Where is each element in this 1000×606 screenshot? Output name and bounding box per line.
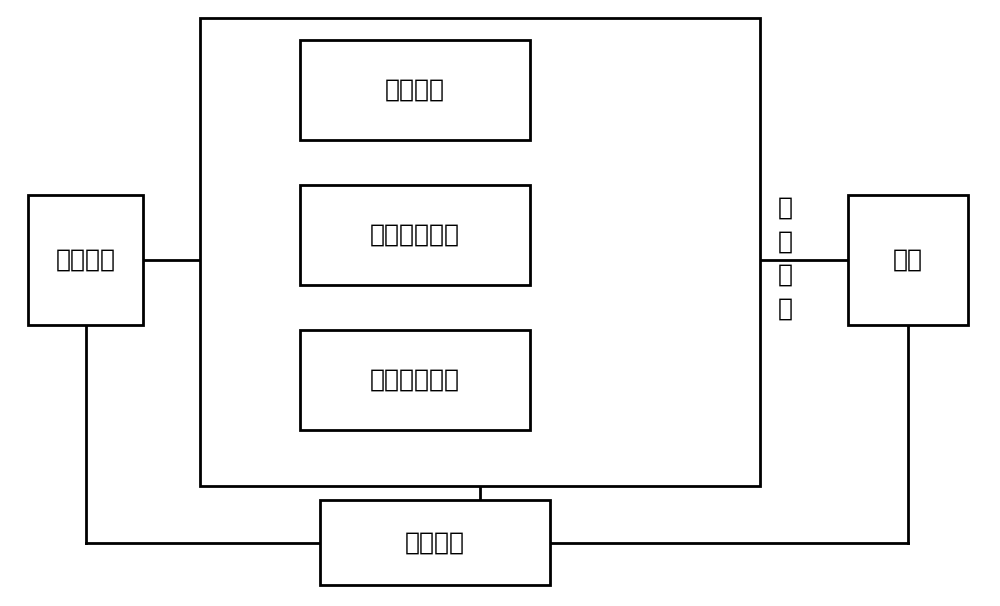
- Bar: [28, 195, 143, 325]
- Bar: [320, 500, 550, 585]
- Text: 电源模块: 电源模块: [405, 530, 465, 554]
- Text: 模式识别模块: 模式识别模块: [370, 223, 460, 247]
- Bar: [848, 195, 968, 325]
- Text: 定位模块: 定位模块: [385, 78, 445, 102]
- Text: 相机: 相机: [893, 248, 923, 272]
- Bar: [300, 330, 530, 430]
- Bar: [300, 40, 530, 140]
- Text: 中
控
模
块: 中 控 模 块: [778, 196, 792, 320]
- Text: 提醒模块: 提醒模块: [56, 248, 116, 272]
- Bar: [300, 185, 530, 285]
- Text: 速度感知模块: 速度感知模块: [370, 368, 460, 392]
- Bar: [200, 18, 760, 486]
